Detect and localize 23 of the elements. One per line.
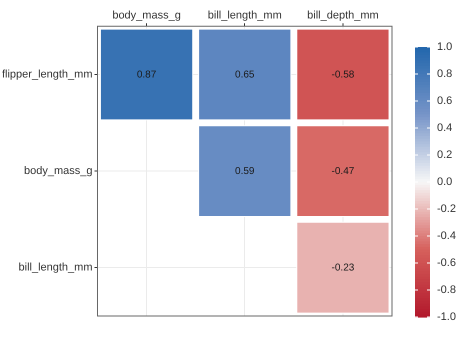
- color-bar-label: -0.6: [437, 257, 456, 270]
- x-tick-label: body_mass_g: [112, 10, 181, 22]
- color-bar-label: -0.8: [437, 284, 456, 296]
- data-label: -0.23: [332, 262, 355, 274]
- y-tick-label: bill_length_mm: [18, 262, 92, 274]
- color-bar-label: -0.2: [437, 203, 456, 216]
- color-bar-label: 0.4: [437, 122, 452, 134]
- color-bar-label: 1.0: [437, 41, 452, 54]
- data-label: 0.87: [136, 69, 157, 80]
- color-bar-label: 0.0: [437, 176, 452, 188]
- y-tick-label: flipper_length_mm: [2, 68, 92, 81]
- color-bar-label: 0.8: [437, 68, 452, 80]
- color-bar-label: -0.4: [437, 230, 456, 242]
- data-label: 0.59: [235, 166, 255, 177]
- color-bar-label: -1.0: [437, 311, 456, 324]
- color-bar-label: 0.2: [437, 149, 452, 162]
- color-bar-label: 0.6: [437, 95, 452, 108]
- data-label: -0.58: [332, 69, 355, 80]
- y-tick-label: body_mass_g: [24, 165, 92, 178]
- x-tick-label: bill_depth_mm: [307, 10, 379, 22]
- x-tick-label: bill_length_mm: [208, 10, 282, 22]
- data-label: -0.47: [332, 166, 355, 177]
- data-label: 0.65: [235, 69, 255, 80]
